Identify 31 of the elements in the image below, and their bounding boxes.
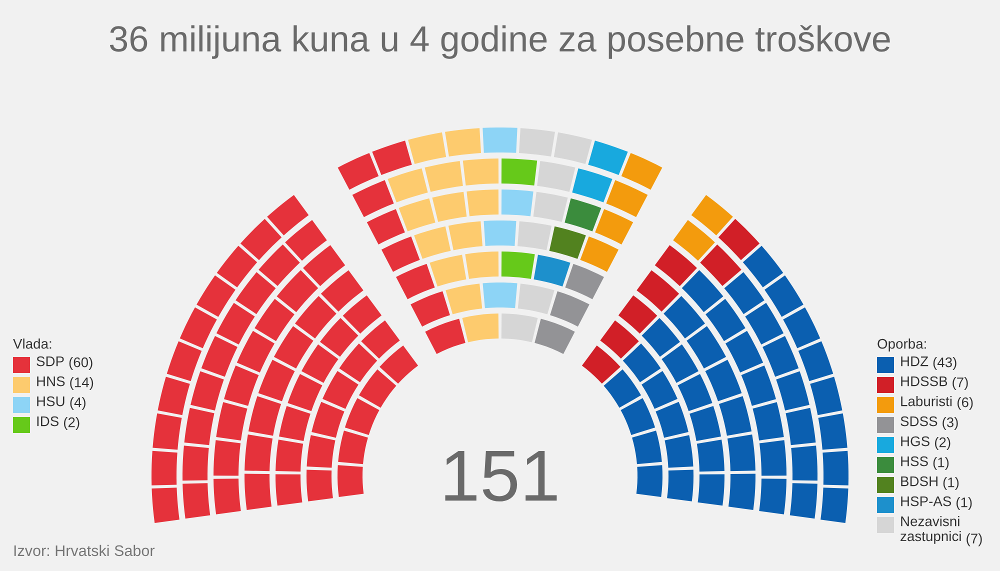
data-label: (4) [70,397,86,410]
legend-label: HSS [901,456,928,466]
text: 36 milijuna kuna u 4 godine za posebne troškove [110,25,890,59]
legend-label: BDSH [901,476,938,486]
legend-title: Vlada: [13,338,52,349]
data-label: (60) [69,357,92,370]
data-label: (1) [943,477,959,490]
legend-label: HSP-AS [901,496,952,506]
legend-label: Nezavisni zastupnici [900,516,961,544]
data-label: (6) [957,397,973,410]
legend-label: HDSSB [901,376,948,386]
data-label: (2) [64,417,80,430]
legend-label: HNS [37,376,65,386]
data-label: (7) [952,377,968,390]
data-label: (43) [933,357,956,370]
data-label: (1) [956,497,972,510]
legend-label: SDSS [900,416,938,426]
data-label: (1) [933,457,949,470]
data-label: (2) [934,437,950,450]
text: Izvor: Hrvatski Sabor [14,544,155,556]
legend-title: Oporba: [878,338,926,352]
legend-label: IDS [37,416,59,426]
legend-label: HDZ [901,356,928,366]
legend-label: Laburisti [901,396,952,406]
text: 151 [445,450,557,502]
legend-label: HGS [901,436,930,446]
data-label: (14) [70,377,94,390]
legend-label: HSU [37,396,64,406]
data-label: (7) [966,533,982,546]
data-label: (3) [942,417,958,430]
legend-label: SDP [36,356,64,366]
